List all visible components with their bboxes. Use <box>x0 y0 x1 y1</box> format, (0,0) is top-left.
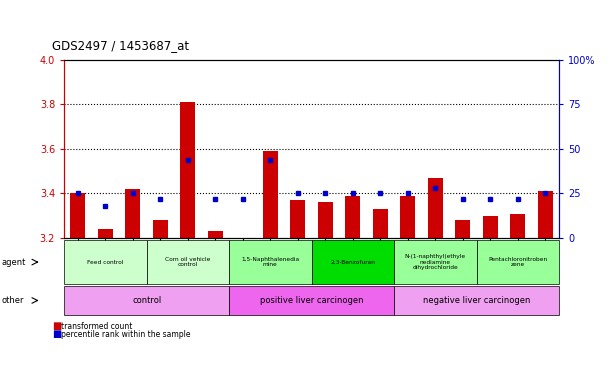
Bar <box>345 196 360 238</box>
Text: Corn oil vehicle
control: Corn oil vehicle control <box>165 257 211 268</box>
Text: N-(1-naphthyl)ethyle
nediamine
dihydrochloride: N-(1-naphthyl)ethyle nediamine dihydroch… <box>404 254 466 270</box>
Bar <box>180 102 196 238</box>
Bar <box>208 232 223 238</box>
Bar <box>373 209 388 238</box>
Text: Pentachloronitroben
zene: Pentachloronitroben zene <box>488 257 547 268</box>
Text: positive liver carcinogen: positive liver carcinogen <box>260 296 364 305</box>
Bar <box>263 151 278 238</box>
Text: ■: ■ <box>52 329 61 339</box>
Text: 2,3-Benzofuran: 2,3-Benzofuran <box>331 260 375 265</box>
Bar <box>510 214 525 238</box>
Text: 1,5-Naphthalenedia
mine: 1,5-Naphthalenedia mine <box>241 257 299 268</box>
Text: ■: ■ <box>52 321 61 331</box>
Text: transformed count: transformed count <box>61 322 133 331</box>
Bar <box>125 189 141 238</box>
Text: other: other <box>1 296 24 305</box>
Bar <box>98 229 113 238</box>
Text: negative liver carcinogen: negative liver carcinogen <box>423 296 530 305</box>
Bar <box>290 200 306 238</box>
Text: percentile rank within the sample: percentile rank within the sample <box>61 329 191 339</box>
Bar <box>455 220 470 238</box>
Text: Feed control: Feed control <box>87 260 123 265</box>
Bar <box>70 194 86 238</box>
Bar <box>428 178 443 238</box>
Bar <box>318 202 333 238</box>
Text: control: control <box>132 296 161 305</box>
Text: agent: agent <box>1 258 26 266</box>
Bar <box>538 191 553 238</box>
Text: GDS2497 / 1453687_at: GDS2497 / 1453687_at <box>52 39 189 52</box>
Bar <box>483 216 498 238</box>
Bar <box>153 220 168 238</box>
Bar <box>400 196 415 238</box>
